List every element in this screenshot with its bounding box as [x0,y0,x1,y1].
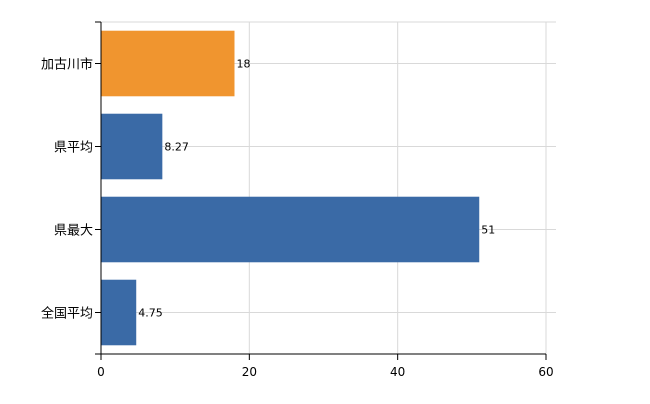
bar [101,279,137,346]
data-label: 18 [237,58,251,71]
x-tick-label: 0 [97,365,105,379]
x-tick-label: 60 [538,365,553,379]
category-label: 県平均 [54,141,93,156]
x-tick-label: 20 [242,365,257,379]
bar [101,30,235,97]
value-labels: 18 8.27 51 4.75 [138,58,495,320]
bars [101,30,480,346]
data-label: 51 [481,224,495,237]
data-label: 8.27 [164,141,189,154]
bar [101,196,480,263]
x-tick-label: 40 [390,365,405,379]
data-label: 4.75 [138,307,163,320]
category-label: 県最大 [54,224,93,239]
category-label: 全国平均 [41,306,93,322]
category-label: 加古川市 [41,57,93,73]
bar [101,113,163,180]
